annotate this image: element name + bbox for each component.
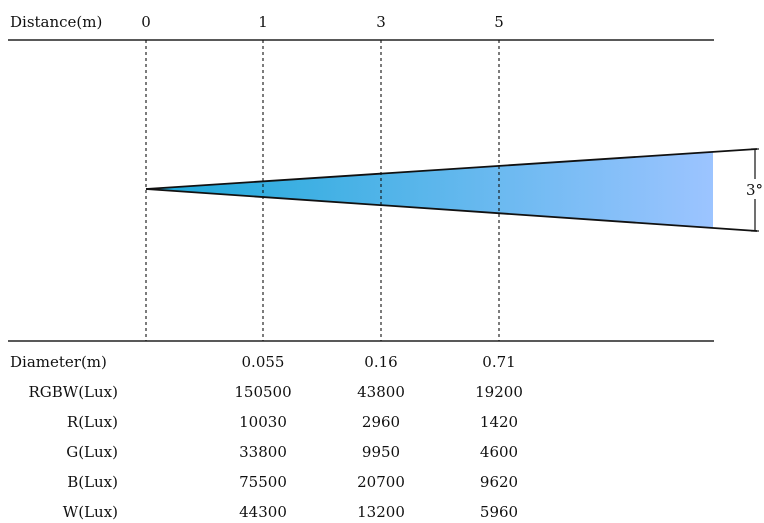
g-at-3m: 9950 [362, 443, 400, 461]
r-at-5m: 1420 [480, 413, 518, 431]
row-label-g: G(Lux) [66, 443, 118, 461]
distance-3: 3 [376, 13, 386, 31]
rgbw-at-5m: 19200 [475, 383, 523, 401]
row-label-rgbw: RGBW(Lux) [28, 383, 118, 401]
beam-cone [146, 152, 713, 228]
distance-5: 5 [494, 13, 504, 31]
row-label-diameter: Diameter(m) [10, 353, 107, 371]
g-at-1m: 33800 [239, 443, 287, 461]
row-label-w: W(Lux) [63, 503, 118, 521]
photometric-table: Diameter(m) 0.055 0.16 0.71 RGBW(Lux) 15… [10, 353, 523, 521]
beam-lower-edge [145, 188, 758, 232]
w-at-5m: 5960 [480, 503, 518, 521]
b-at-1m: 75500 [239, 473, 287, 491]
beam-upper-edge [145, 148, 758, 190]
angle-label-bg [746, 179, 764, 199]
diameter-at-3m: 0.16 [364, 353, 397, 371]
diameter-at-5m: 0.71 [482, 353, 515, 371]
w-at-1m: 44300 [239, 503, 287, 521]
b-at-3m: 20700 [357, 473, 405, 491]
distance-label: Distance(m) [10, 13, 102, 31]
distance-1: 1 [258, 13, 268, 31]
r-at-1m: 10030 [239, 413, 287, 431]
row-label-r: R(Lux) [67, 413, 118, 431]
rgbw-at-3m: 43800 [357, 383, 405, 401]
w-at-3m: 13200 [357, 503, 405, 521]
diameter-at-1m: 0.055 [242, 353, 285, 371]
rgbw-at-1m: 150500 [234, 383, 291, 401]
beam-angle-label: 3° [746, 181, 763, 199]
g-at-5m: 4600 [480, 443, 518, 461]
distance-0: 0 [141, 13, 151, 31]
row-label-b: B(Lux) [67, 473, 118, 491]
b-at-5m: 9620 [480, 473, 518, 491]
r-at-3m: 2960 [362, 413, 400, 431]
